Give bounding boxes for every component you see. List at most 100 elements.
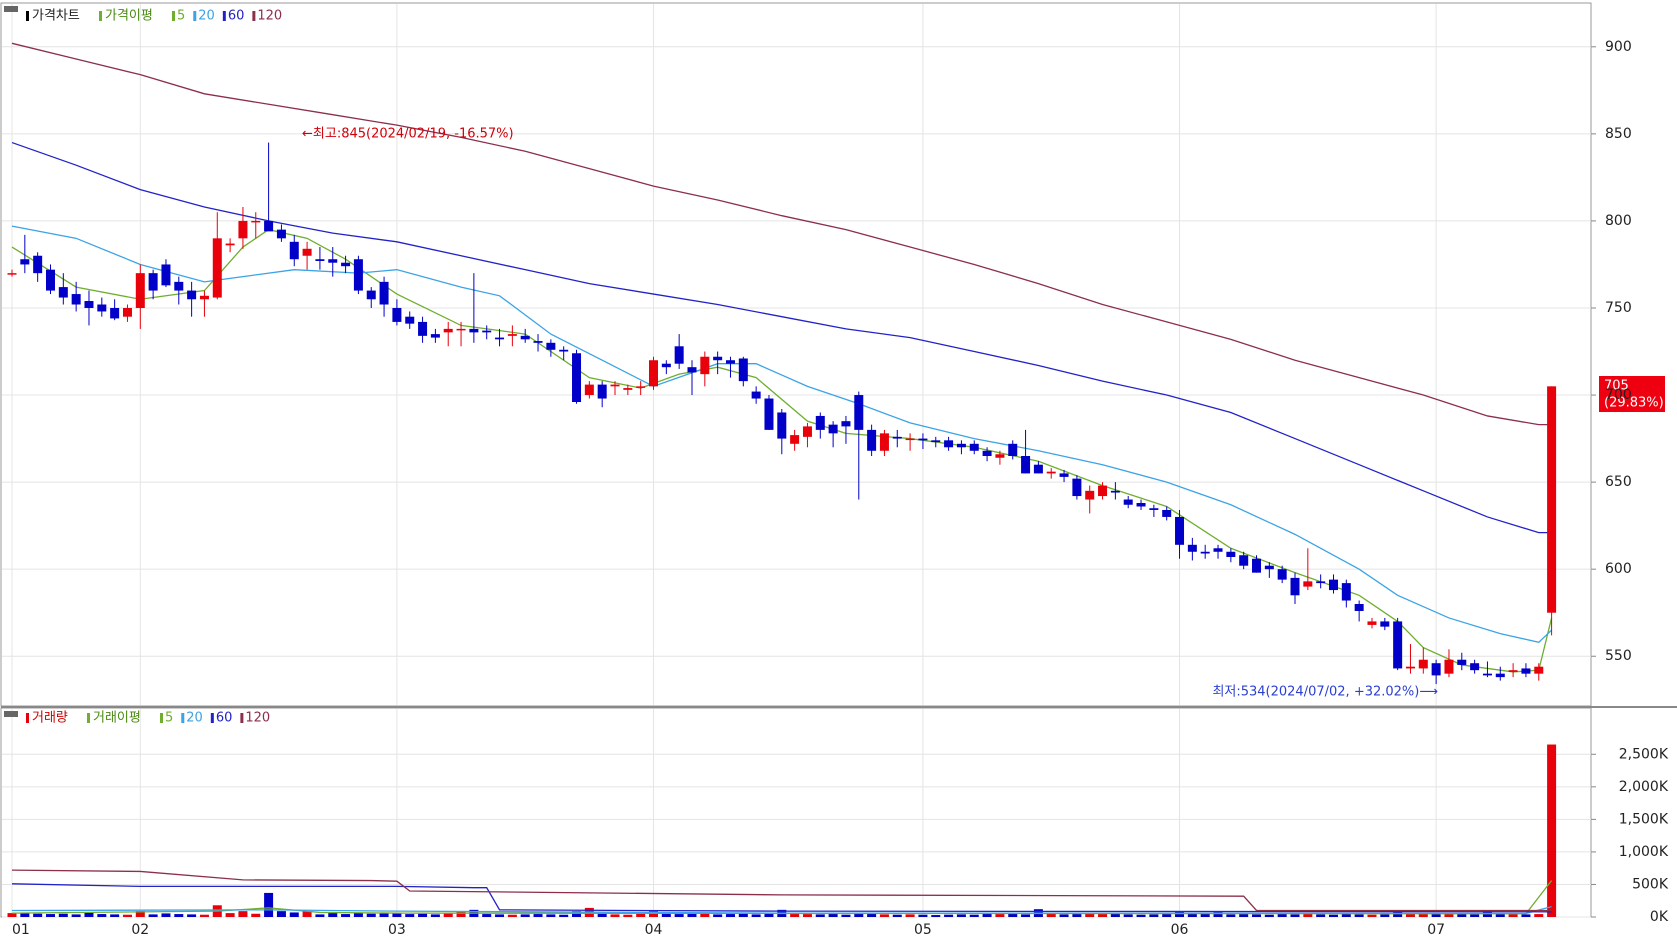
volume-bar: [1264, 914, 1274, 917]
panel-icon: [4, 711, 18, 717]
candle-body: [1328, 579, 1338, 591]
volume-bar: [995, 914, 1005, 917]
candle-body: [71, 294, 81, 305]
candle-body: [289, 241, 299, 260]
candle-body: [944, 440, 954, 448]
candle-body: [546, 342, 556, 350]
volume-bar: [687, 913, 697, 917]
volume-panel: [0, 707, 1592, 918]
candle-body: [815, 415, 825, 430]
candle-body: [1341, 583, 1351, 601]
candle-body: [430, 334, 440, 338]
candle-body: [533, 341, 543, 343]
y-tick-label: 1,500K: [1619, 811, 1669, 827]
x-tick-label: 04: [645, 922, 663, 938]
moving-average: [11, 225, 1553, 644]
legend-marker: [240, 713, 244, 723]
candle-body: [1470, 663, 1480, 671]
candle-body: [264, 220, 274, 232]
volume-bar: [341, 914, 351, 917]
volume-bar: [1354, 914, 1364, 917]
candle-body: [636, 386, 646, 388]
volume-bar: [1239, 914, 1249, 917]
volume-bar: [20, 913, 30, 917]
legend-entry: 60: [216, 711, 233, 726]
volume-bar: [495, 914, 505, 917]
volume-bar: [764, 913, 774, 917]
candle-body: [1175, 516, 1185, 545]
candle-body: [1110, 490, 1120, 493]
candle-body: [623, 388, 633, 390]
volume-bar: [944, 914, 954, 917]
volume-bar: [828, 913, 838, 917]
candle-body: [1354, 604, 1364, 611]
candle-body: [341, 262, 351, 267]
price-legend: 가격차트 가격이평 5 20 60 120: [4, 6, 282, 24]
candle-body: [1046, 471, 1056, 474]
legend-marker: [99, 11, 102, 21]
legend-title: 거래량: [32, 711, 68, 726]
candle-body: [199, 295, 209, 300]
candle-body: [1290, 577, 1300, 596]
legend-ma-title: 가격이평: [105, 9, 153, 24]
candle-body: [456, 328, 466, 331]
x-tick-label: 01: [12, 922, 30, 938]
candle-body: [58, 287, 68, 298]
candle-body: [418, 321, 428, 336]
volume-bar: [649, 911, 658, 917]
candle-body: [520, 335, 530, 340]
moving-average: [11, 42, 1552, 426]
y-tick-label: 750: [1605, 300, 1632, 316]
volume-legend: 거래량 거래이평 5 20 60 120: [4, 711, 270, 726]
candle-body: [713, 356, 723, 361]
candle-body: [956, 443, 966, 448]
volume-bar: [1290, 914, 1300, 917]
x-tick-label: 07: [1427, 922, 1445, 938]
legend-marker: [193, 11, 197, 21]
moving-average: [11, 883, 1552, 913]
volume-bar: [187, 914, 197, 917]
legend-ma-title: 거래이평: [93, 711, 141, 726]
volume-bar: [1303, 913, 1313, 917]
legend-marker: [222, 11, 226, 21]
volume-bar: [1341, 914, 1351, 917]
candle-body: [931, 440, 941, 443]
candle-body: [1072, 478, 1082, 497]
volume-bar: [353, 912, 363, 917]
candle-body: [1444, 659, 1454, 674]
candle-body: [597, 384, 607, 399]
volume-bar: [328, 913, 338, 917]
candle-body: [867, 429, 877, 451]
y-tick-label: 800: [1605, 213, 1632, 229]
candle-body: [328, 259, 338, 263]
legend-entry: 5: [177, 9, 185, 24]
volume-bar: [122, 914, 132, 917]
y-tick-label: 600: [1605, 561, 1632, 577]
candle-body: [443, 328, 453, 333]
candle-body: [1252, 558, 1262, 573]
candle-body: [1226, 551, 1236, 557]
candle-body: [1418, 659, 1428, 669]
candle-body: [584, 384, 594, 396]
candle-body: [276, 229, 286, 239]
candle-body: [1547, 386, 1557, 613]
moving-average: [11, 228, 1553, 673]
candle-body: [572, 353, 582, 403]
volume-bar: [969, 914, 979, 917]
candle-body: [161, 264, 171, 286]
legend-marker: [172, 11, 175, 21]
y-tick-label: 0K: [1650, 909, 1669, 925]
candle-body: [1008, 443, 1018, 456]
candle-body: [700, 356, 710, 375]
volume-bar: [302, 911, 312, 917]
volume-bar: [802, 914, 812, 917]
volume-bar: [841, 914, 851, 917]
volume-bar: [1457, 914, 1467, 917]
volume-bar: [84, 912, 94, 917]
volume-bar: [879, 914, 889, 917]
volume-bar: [148, 914, 158, 917]
candle-body: [1508, 670, 1518, 672]
candle-body: [238, 220, 248, 239]
legend-entry: 60: [228, 9, 245, 24]
x-tick-label: 02: [131, 922, 149, 938]
